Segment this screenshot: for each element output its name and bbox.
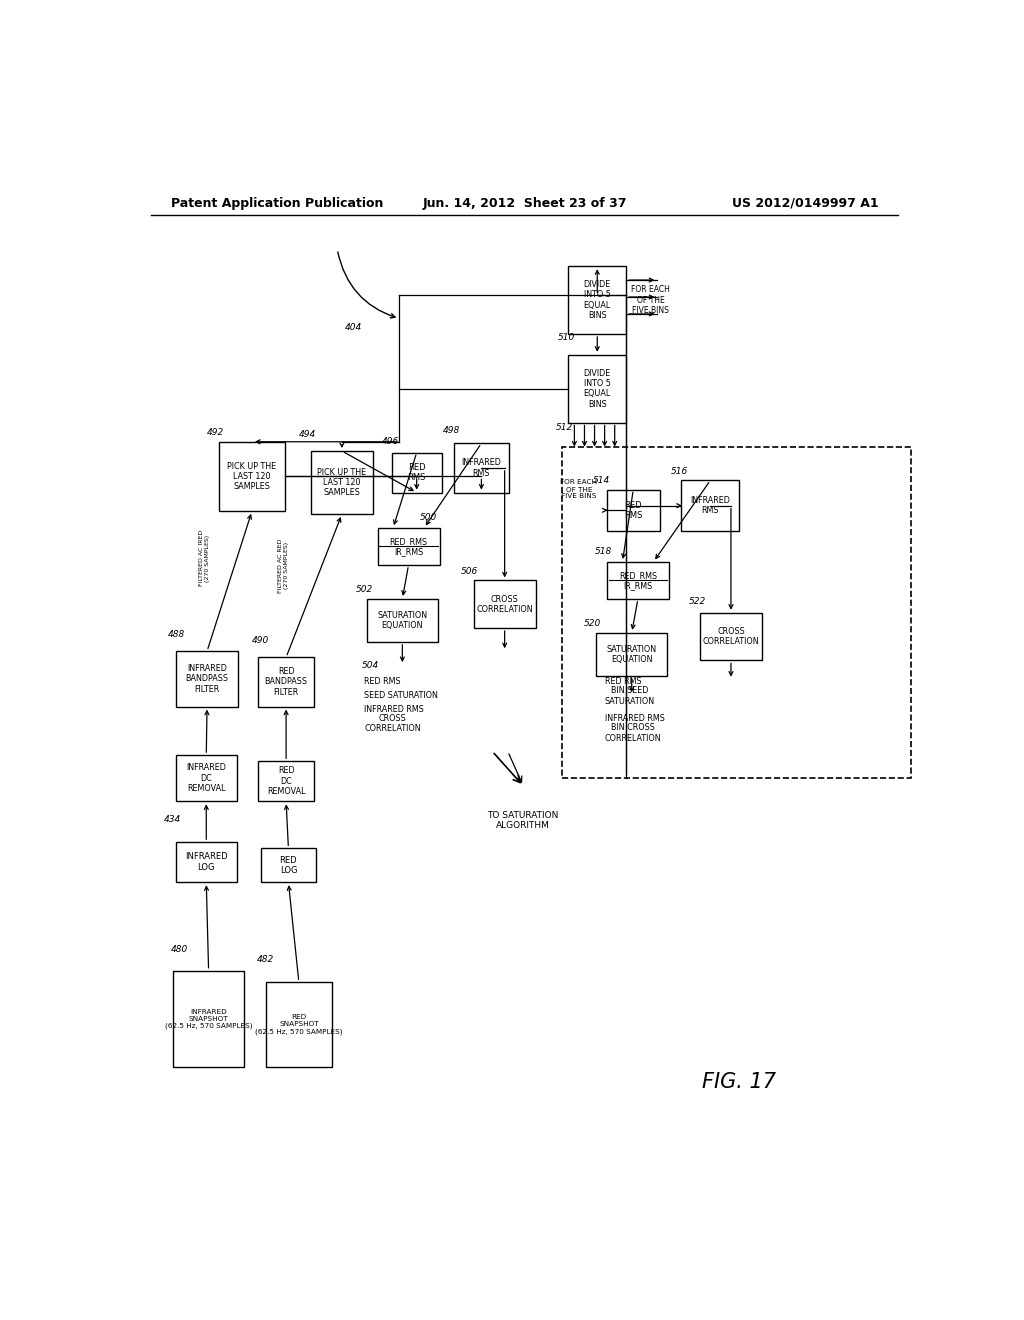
Text: 492: 492 (207, 428, 224, 437)
Text: 506: 506 (461, 566, 478, 576)
FancyBboxPatch shape (454, 444, 509, 492)
FancyBboxPatch shape (474, 581, 536, 628)
Text: PICK UP THE
LAST 120
SAMPLES: PICK UP THE LAST 120 SAMPLES (227, 462, 276, 491)
FancyBboxPatch shape (261, 849, 315, 882)
Text: SATURATION
EQUATION: SATURATION EQUATION (377, 611, 427, 630)
FancyBboxPatch shape (568, 267, 627, 334)
Text: Patent Application Publication: Patent Application Publication (171, 197, 383, 210)
Text: US 2012/0149997 A1: US 2012/0149997 A1 (732, 197, 879, 210)
FancyBboxPatch shape (607, 562, 669, 599)
Text: RED
DC
REMOVAL: RED DC REMOVAL (267, 767, 305, 796)
FancyBboxPatch shape (391, 453, 442, 492)
Text: FILTERED AC IRED
(270 SAMPLES): FILTERED AC IRED (270 SAMPLES) (200, 529, 210, 586)
Text: 502: 502 (356, 585, 373, 594)
Text: 404: 404 (345, 323, 362, 333)
Text: Jun. 14, 2012  Sheet 23 of 37: Jun. 14, 2012 Sheet 23 of 37 (423, 197, 627, 210)
Text: 496: 496 (382, 437, 399, 446)
Text: 514: 514 (593, 475, 610, 484)
FancyBboxPatch shape (219, 442, 285, 511)
Text: 490: 490 (252, 636, 269, 645)
Text: INFRARED RMS: INFRARED RMS (604, 714, 665, 723)
Text: RED
RMS: RED RMS (624, 500, 642, 520)
FancyBboxPatch shape (173, 970, 245, 1067)
Text: FOR EACH
OF THE
FIVE BINS: FOR EACH OF THE FIVE BINS (560, 479, 597, 499)
Text: RED_RMS
IR_RMS: RED_RMS IR_RMS (389, 537, 428, 556)
Text: RED
LOG: RED LOG (280, 855, 297, 875)
Text: 504: 504 (362, 660, 379, 669)
Text: 494: 494 (299, 429, 315, 438)
Text: 512: 512 (556, 424, 573, 433)
FancyBboxPatch shape (700, 612, 762, 660)
FancyBboxPatch shape (258, 657, 314, 706)
FancyBboxPatch shape (176, 755, 237, 801)
FancyBboxPatch shape (681, 480, 739, 531)
FancyBboxPatch shape (378, 528, 439, 565)
FancyBboxPatch shape (258, 762, 314, 801)
Text: FOR EACH
OF THE
FIVE BINS: FOR EACH OF THE FIVE BINS (631, 285, 670, 315)
Text: DIVIDE
INTO 5
EQUAL
BINS: DIVIDE INTO 5 EQUAL BINS (584, 368, 611, 409)
Text: CROSS
CORRELATION: CROSS CORRELATION (365, 714, 421, 734)
Text: INFRARED
SNAPSHOT
(62.5 Hz, 570 SAMPLES): INFRARED SNAPSHOT (62.5 Hz, 570 SAMPLES) (165, 1008, 252, 1030)
Text: RED RMS: RED RMS (604, 677, 641, 686)
Text: 488: 488 (168, 630, 185, 639)
Text: CROSS
CORRELATION: CROSS CORRELATION (702, 627, 759, 647)
Text: FILTERED AC RED
(270 SAMPLES): FILTERED AC RED (270 SAMPLES) (279, 539, 289, 593)
Text: SATURATION
EQUATION: SATURATION EQUATION (606, 644, 656, 664)
Text: SEED SATURATION: SEED SATURATION (365, 692, 438, 701)
FancyBboxPatch shape (176, 651, 238, 706)
Text: BIN CROSS
CORRELATION: BIN CROSS CORRELATION (604, 723, 662, 743)
Text: 516: 516 (671, 466, 688, 475)
Text: 510: 510 (558, 334, 575, 342)
Text: 498: 498 (442, 426, 460, 436)
Text: 482: 482 (257, 954, 273, 964)
Text: INFRARED
DC
REMOVAL: INFRARED DC REMOVAL (186, 763, 226, 793)
Text: PICK UP THE
LAST 120
SAMPLES: PICK UP THE LAST 120 SAMPLES (317, 467, 367, 498)
Text: 522: 522 (689, 598, 707, 606)
Text: 434: 434 (164, 814, 181, 824)
Text: RED
RMS: RED RMS (408, 463, 426, 482)
Text: FIG. 17: FIG. 17 (701, 1072, 775, 1093)
Text: 480: 480 (171, 945, 187, 954)
Text: RED RMS: RED RMS (365, 677, 401, 686)
FancyBboxPatch shape (607, 490, 659, 531)
Text: DIVIDE
INTO 5
EQUAL
BINS: DIVIDE INTO 5 EQUAL BINS (584, 280, 611, 321)
Text: RED
SNAPSHOT
(62.5 Hz, 570 SAMPLES): RED SNAPSHOT (62.5 Hz, 570 SAMPLES) (255, 1014, 343, 1035)
Text: INFRARED
BANDPASS
FILTER: INFRARED BANDPASS FILTER (185, 664, 228, 694)
Text: RED_RMS
IR_RMS: RED_RMS IR_RMS (618, 570, 657, 590)
Text: INFRARED
RMS: INFRARED RMS (462, 458, 502, 478)
Text: CROSS
CORRELATION: CROSS CORRELATION (476, 594, 532, 614)
FancyBboxPatch shape (176, 842, 237, 882)
Text: 520: 520 (584, 619, 601, 628)
Text: INFRARED
RMS: INFRARED RMS (690, 496, 730, 515)
FancyBboxPatch shape (596, 632, 668, 676)
Text: INFRARED RMS: INFRARED RMS (365, 705, 424, 714)
FancyBboxPatch shape (266, 982, 332, 1067)
Text: INFRARED
LOG: INFRARED LOG (185, 853, 227, 873)
FancyBboxPatch shape (311, 451, 373, 515)
Text: 518: 518 (595, 546, 611, 556)
Text: BIN SEED
SATURATION: BIN SEED SATURATION (604, 686, 654, 706)
FancyBboxPatch shape (367, 599, 438, 642)
Text: 500: 500 (420, 512, 436, 521)
Text: RED
BANDPASS
FILTER: RED BANDPASS FILTER (264, 667, 307, 697)
Text: TO SATURATION
ALGORITHM: TO SATURATION ALGORITHM (487, 810, 559, 830)
FancyBboxPatch shape (568, 355, 627, 422)
FancyBboxPatch shape (562, 447, 910, 779)
